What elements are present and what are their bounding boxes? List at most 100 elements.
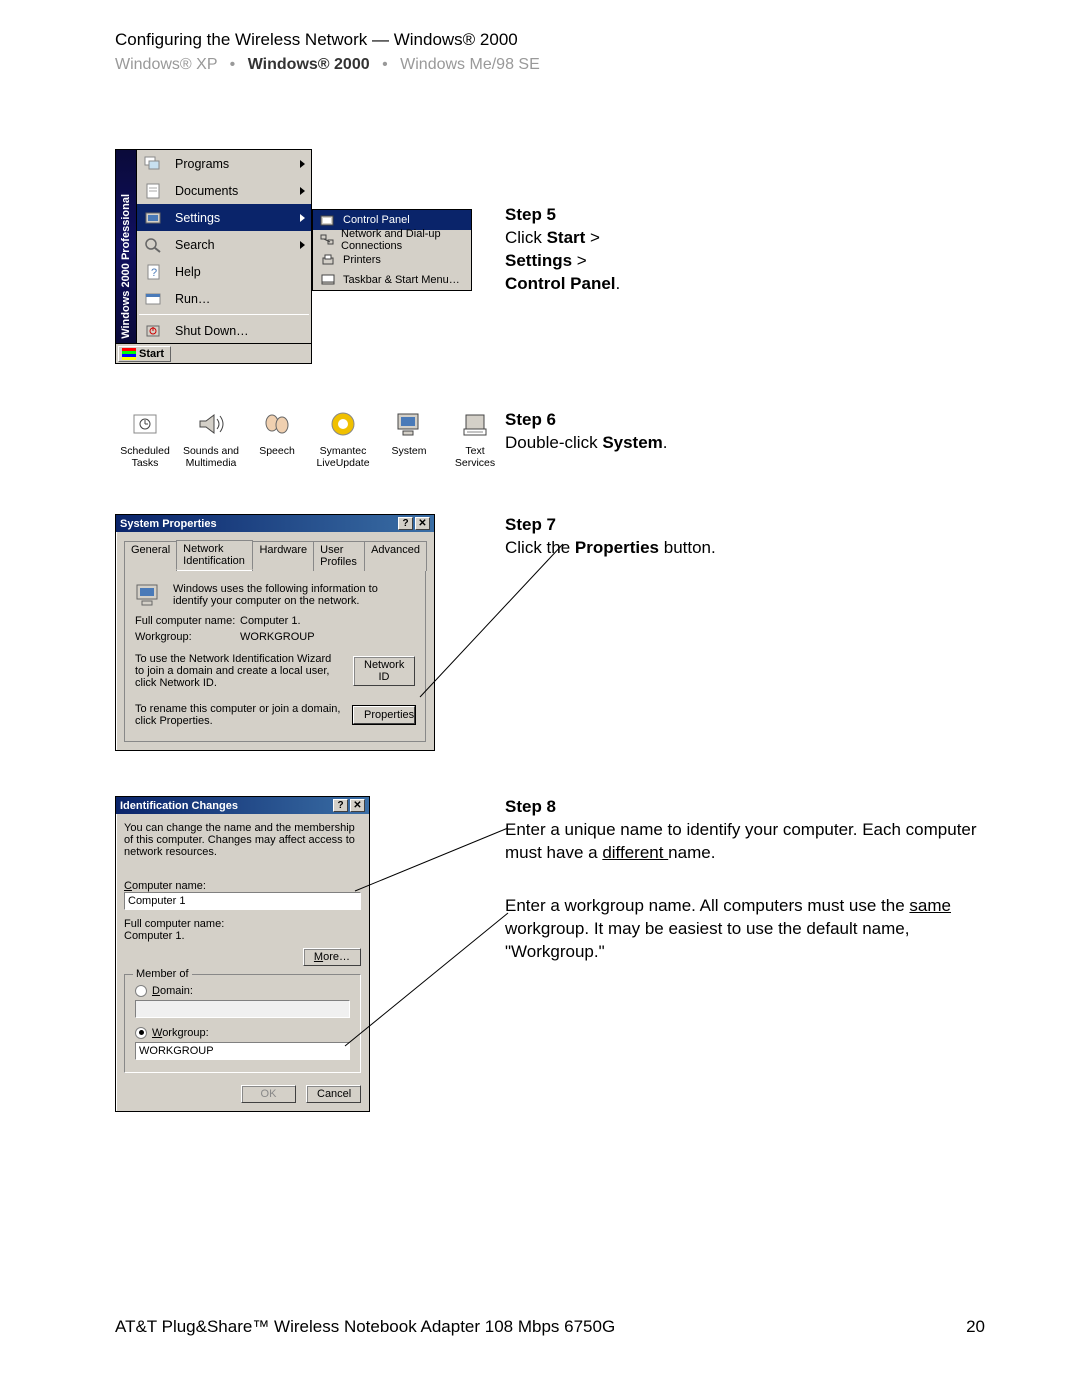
step5-title: Step 5 — [505, 204, 985, 227]
leader-line — [415, 542, 565, 702]
domain-radio[interactable]: Domain: — [135, 985, 193, 997]
cp-symantec[interactable]: Symantec LiveUpdate — [313, 409, 373, 469]
svg-text:?: ? — [151, 267, 157, 279]
sounds-icon — [194, 409, 228, 439]
network-icon — [319, 233, 335, 247]
tab-network-id[interactable]: Network Identification — [176, 540, 253, 570]
step5-text: Click Start > Settings > Control Panel. — [505, 227, 985, 296]
submenu-network[interactable]: Network and Dial-up Connections — [313, 230, 471, 250]
tab-user-profiles[interactable]: User Profiles — [313, 541, 365, 571]
sm-help[interactable]: ? Help — [137, 258, 311, 285]
sm-shutdown[interactable]: Shut Down… — [137, 317, 311, 344]
printers-icon — [319, 253, 337, 267]
cp-label: Symantec LiveUpdate — [313, 445, 373, 469]
ok-button[interactable]: OK — [241, 1085, 296, 1103]
start-button-label: Start — [139, 348, 164, 360]
identification-changes-dialog: Identification Changes ? ✕ You can chang… — [115, 796, 370, 1112]
tab-general[interactable]: General — [124, 541, 177, 571]
leader-line — [340, 911, 510, 1051]
computer-name-label: Computer name: — [124, 880, 361, 892]
workgroup-input[interactable] — [135, 1042, 350, 1060]
programs-icon — [143, 155, 165, 173]
computer-icon — [135, 583, 163, 607]
member-of-group: Member of Domain: Workgroup: — [124, 974, 361, 1073]
member-of-legend: Member of — [133, 968, 192, 980]
sm-label: Run… — [175, 292, 210, 306]
step8-p1: Enter a unique name to identify your com… — [505, 819, 985, 865]
footer-left: AT&T Plug&Share™ Wireless Notebook Adapt… — [115, 1317, 615, 1337]
sm-label: Programs — [175, 157, 229, 171]
arrow-icon — [300, 241, 305, 249]
breadcrumb-xp[interactable]: Windows® XP — [115, 56, 217, 73]
sm-settings[interactable]: Settings — [137, 204, 311, 231]
submenu-label: Control Panel — [343, 214, 410, 226]
workgroup-value: WORKGROUP — [240, 631, 315, 643]
network-id-button[interactable]: Network ID — [353, 656, 415, 686]
cp-label: Scheduled Tasks — [115, 445, 175, 469]
sm-search[interactable]: Search — [137, 231, 311, 258]
full-name-label: Full computer name: — [135, 615, 240, 627]
properties-button[interactable]: Properties — [353, 706, 415, 724]
breadcrumb-w2k[interactable]: Windows® 2000 — [248, 56, 370, 73]
arrow-icon — [300, 214, 305, 222]
sm-label: Settings — [175, 211, 220, 225]
sm-run[interactable]: Run… — [137, 285, 311, 312]
cp-scheduled-tasks[interactable]: Scheduled Tasks — [115, 409, 175, 469]
search-icon — [143, 236, 165, 254]
sm-programs[interactable]: Programs — [137, 150, 311, 177]
breadcrumbs: Windows® XP • Windows® 2000 • Windows Me… — [115, 56, 985, 74]
dialog-title-text: System Properties — [120, 518, 217, 530]
full-name-value: Computer 1. — [240, 615, 301, 627]
page-title: Configuring the Wireless Network — Windo… — [115, 30, 985, 50]
start-button[interactable]: Start — [118, 346, 171, 362]
help-button[interactable]: ? — [333, 799, 348, 812]
sm-label: Help — [175, 265, 201, 279]
step8-p2: Enter a workgroup name. All computers mu… — [505, 895, 985, 964]
start-menu-band-text: Windows 2000 Professional — [120, 190, 132, 343]
breadcrumb-me98[interactable]: Windows Me/98 SE — [400, 56, 540, 73]
cp-label: Text Services — [445, 445, 505, 469]
submenu-printers[interactable]: Printers — [313, 250, 471, 270]
windows-icon — [122, 348, 136, 360]
arrow-icon — [300, 160, 305, 168]
rename-text: To rename this computer or join a domain… — [135, 703, 343, 727]
domain-input — [135, 1000, 350, 1018]
workgroup-radio[interactable]: Workgroup: — [135, 1027, 209, 1039]
cp-label: System — [379, 445, 439, 457]
help-icon: ? — [143, 263, 165, 281]
sm-label: Search — [175, 238, 215, 252]
text-services-icon — [458, 409, 492, 439]
speech-icon — [260, 409, 294, 439]
submenu-taskbar[interactable]: Taskbar & Start Menu… — [313, 270, 471, 290]
separator — [139, 314, 309, 315]
sm-documents[interactable]: Documents — [137, 177, 311, 204]
step7-text: Click the Properties button. — [505, 537, 985, 560]
close-button[interactable]: ✕ — [415, 517, 430, 530]
workgroup-label: Workgroup: — [135, 631, 240, 643]
start-menu: Windows 2000 Professional Programs — [115, 149, 465, 364]
full-name-label: Full computer name: — [124, 918, 361, 930]
full-name-value: Computer 1. — [124, 930, 361, 942]
cp-system[interactable]: System — [379, 409, 439, 469]
control-panel-icons: Scheduled Tasks Sounds and Multimedia Sp… — [115, 409, 505, 469]
wizard-text: To use the Network Identification Wizard… — [135, 653, 343, 689]
submenu-label: Printers — [343, 254, 381, 266]
computer-name-input[interactable] — [124, 892, 361, 910]
dialog-title-text: Identification Changes — [120, 800, 238, 812]
cp-sounds[interactable]: Sounds and Multimedia — [181, 409, 241, 469]
dialog-titlebar: System Properties ? ✕ — [116, 515, 434, 532]
control-panel-icon — [319, 213, 337, 227]
help-button[interactable]: ? — [398, 517, 413, 530]
tab-hardware[interactable]: Hardware — [252, 541, 314, 571]
step8-title: Step 8 — [505, 796, 985, 819]
cp-speech[interactable]: Speech — [247, 409, 307, 469]
scheduled-tasks-icon — [128, 409, 162, 439]
submenu-label: Taskbar & Start Menu… — [343, 274, 460, 286]
submenu-control-panel[interactable]: Control Panel — [313, 210, 471, 230]
cp-text-services[interactable]: Text Services — [445, 409, 505, 469]
info-text: Windows uses the following information t… — [173, 583, 415, 607]
tab-panel: Windows uses the following information t… — [124, 570, 426, 742]
cp-label: Sounds and Multimedia — [181, 445, 241, 469]
cancel-button[interactable]: Cancel — [306, 1085, 361, 1103]
close-button[interactable]: ✕ — [350, 799, 365, 812]
